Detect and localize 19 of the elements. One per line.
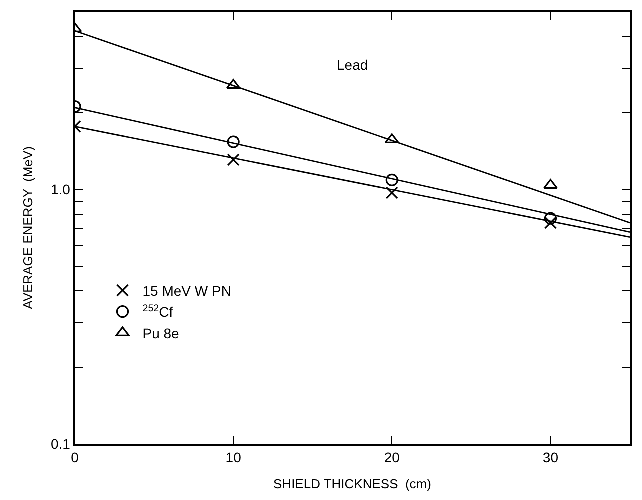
point [227,136,240,148]
x-tick-label: 30 [542,450,559,466]
legend-label: 15 MeV W PN [142,283,232,300]
x-tick-label: 0 [71,450,80,466]
legend-label: Pu 8e [142,325,180,342]
annotation: Lead [337,57,368,73]
y-tick-label: 1.0 [50,182,71,198]
point [386,186,398,200]
x-tick-label: 10 [226,450,242,466]
point [544,216,558,230]
y-tick-label: 0.1 [50,436,71,452]
point [386,174,398,187]
x-tick-label: 20 [384,450,400,466]
y-axis-title: AVERAGE ENERGY (MeV) [20,146,36,310]
point [226,79,241,90]
point [227,154,240,166]
x-axis-title: SHIELD THICKNESS (cm) [274,476,432,492]
point [544,212,558,225]
legend-label: $^{252}$Cf [142,303,174,320]
